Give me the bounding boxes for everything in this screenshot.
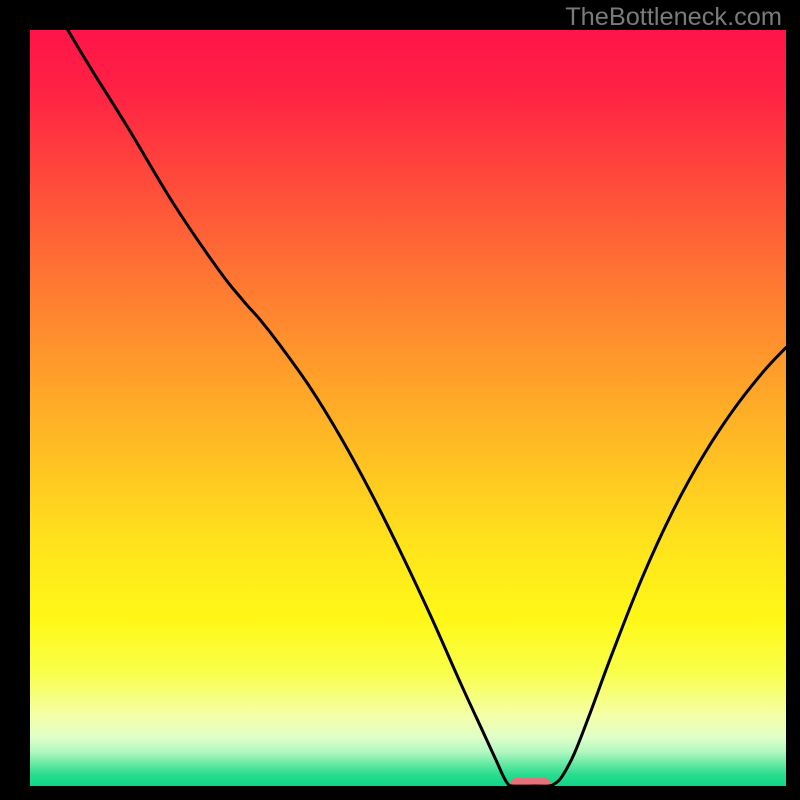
chart-stage: TheBottleneck.com bbox=[0, 0, 800, 800]
plot-area bbox=[30, 30, 786, 786]
attribution-label: TheBottleneck.com bbox=[565, 3, 782, 32]
gradient-background bbox=[30, 30, 786, 786]
plot-svg bbox=[30, 30, 786, 786]
